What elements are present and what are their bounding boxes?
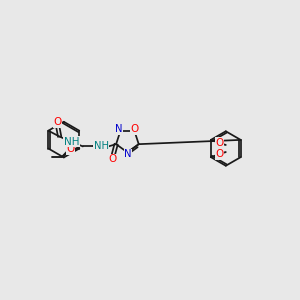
Text: O: O bbox=[66, 144, 74, 154]
Text: O: O bbox=[53, 117, 62, 127]
Text: O: O bbox=[215, 149, 223, 159]
Text: O: O bbox=[108, 154, 117, 164]
Text: O: O bbox=[130, 124, 139, 134]
Text: NH: NH bbox=[94, 141, 109, 152]
Text: O: O bbox=[215, 138, 223, 148]
Text: N: N bbox=[116, 124, 123, 134]
Text: N: N bbox=[124, 149, 132, 160]
Text: NH: NH bbox=[64, 137, 79, 147]
